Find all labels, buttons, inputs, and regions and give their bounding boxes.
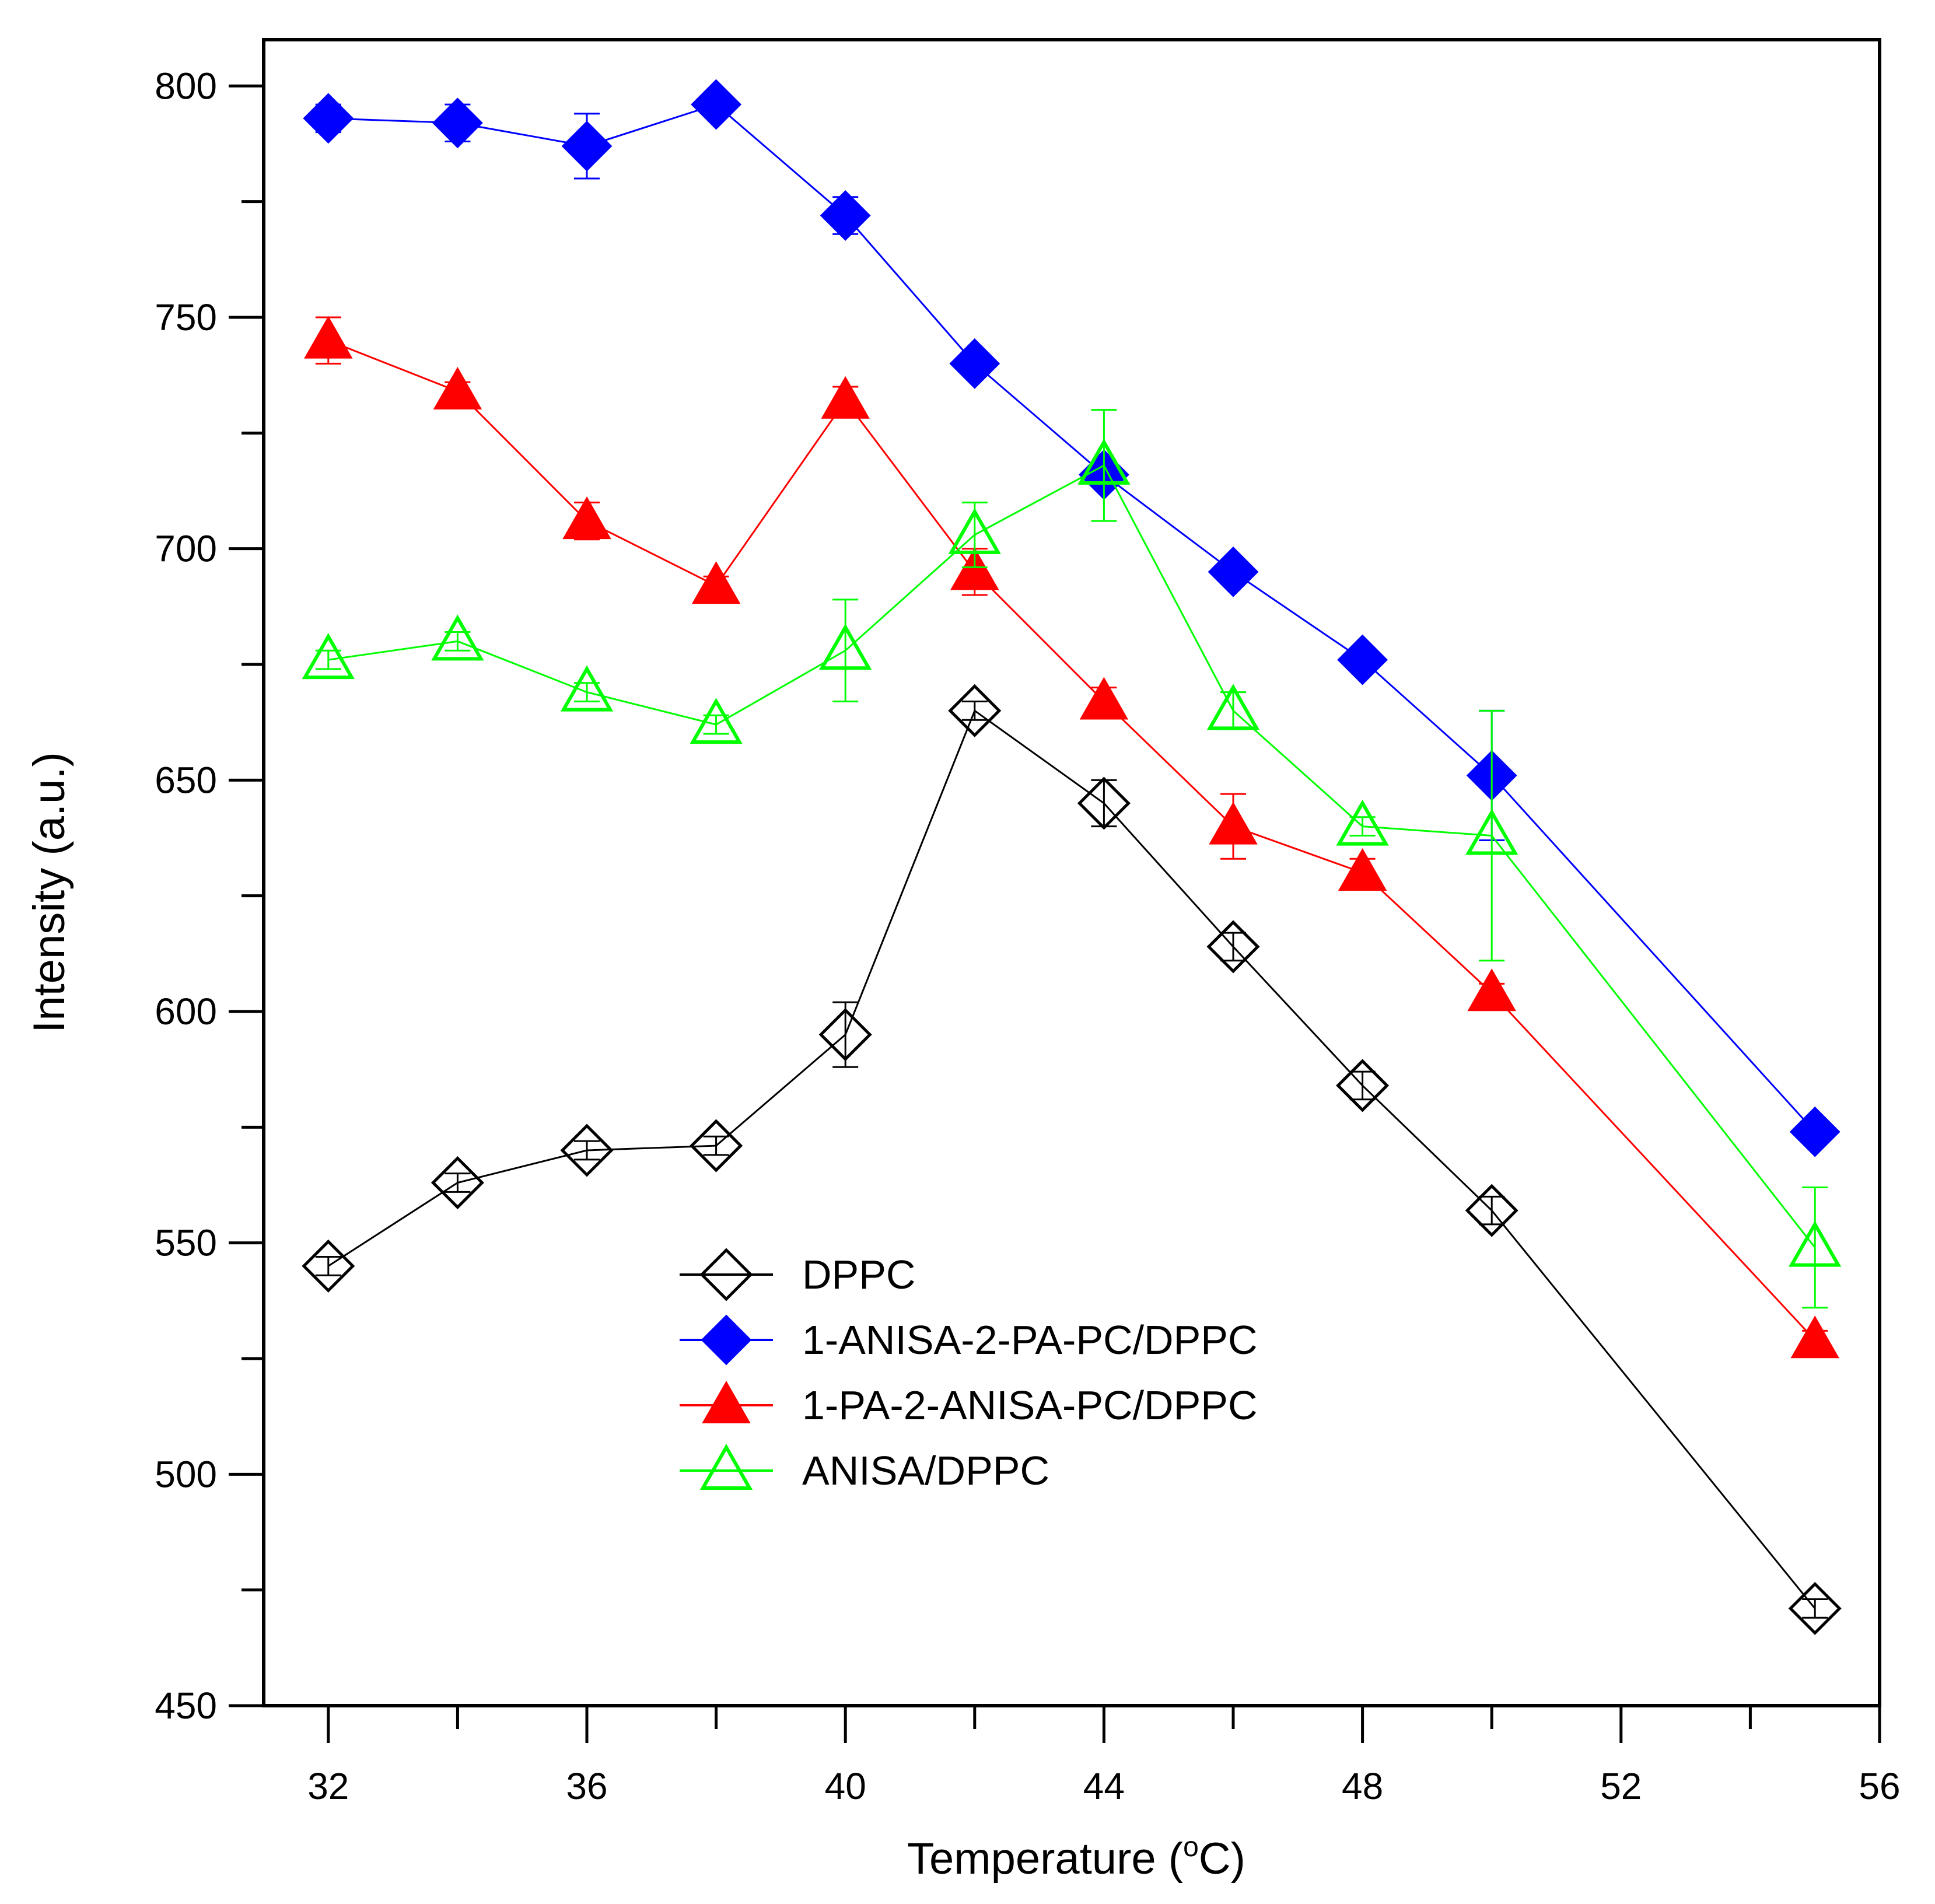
data-point	[560, 1124, 614, 1177]
data-point	[304, 316, 353, 359]
data-point	[819, 624, 872, 670]
data-point	[562, 496, 611, 540]
data-point	[303, 93, 354, 144]
y-tick-label: 600	[155, 991, 217, 1032]
legend-item-1: 1-ANISA-2-PA-PC/DPPC	[680, 1314, 1258, 1366]
legend-item-0: DPPC	[680, 1248, 915, 1301]
data-point	[1208, 546, 1259, 597]
x-tick-label: 48	[1342, 1765, 1383, 1807]
data-point	[820, 190, 871, 241]
x-axis-title-end: C)	[1199, 1834, 1245, 1884]
series-3	[302, 409, 1842, 1309]
y-tick-label: 500	[155, 1453, 217, 1495]
data-point	[1336, 1059, 1390, 1112]
data-point	[1209, 802, 1258, 845]
x-axis-title-main: Temperature (	[907, 1834, 1183, 1884]
data-point	[1467, 968, 1516, 1012]
x-axis-title-superscript: o	[1183, 1832, 1199, 1863]
legend: DPPC 1-ANISA-2-PA-PC/DPPC 1-PA-2-ANISA-PC/…	[680, 1248, 1258, 1493]
x-tick-label: 32	[307, 1765, 349, 1807]
data-point	[1077, 438, 1131, 485]
series-line	[328, 103, 1816, 1133]
series-group	[302, 79, 1842, 1635]
x-tick-label: 44	[1083, 1765, 1125, 1807]
data-point	[302, 633, 355, 680]
legend-label: 1-ANISA-2-PA-PC/DPPC	[802, 1317, 1258, 1363]
legend-marker	[699, 1443, 753, 1490]
data-point	[433, 366, 482, 410]
data-point	[691, 79, 742, 130]
y-axis-title: Intensity (a.u.)	[25, 752, 74, 1033]
legend-marker	[699, 1248, 753, 1301]
legend-label: ANISA/DPPC	[802, 1448, 1049, 1493]
legend-marker	[701, 1314, 752, 1366]
legend-item-2: 1-PA-2-ANISA-PC/DPPC	[680, 1380, 1258, 1428]
y-tick-label: 800	[155, 65, 217, 107]
data-point	[1206, 920, 1260, 974]
data-point	[818, 1008, 872, 1062]
data-point	[1338, 848, 1387, 891]
data-point	[821, 376, 870, 419]
series-line	[328, 464, 1816, 1248]
series-2	[304, 316, 1839, 1359]
data-point	[432, 97, 483, 149]
data-point	[1337, 634, 1388, 685]
legend-marker	[702, 1380, 751, 1423]
x-tick-label: 56	[1859, 1765, 1900, 1807]
data-point	[1789, 1220, 1842, 1267]
data-point	[691, 561, 741, 604]
series-0	[302, 684, 1842, 1635]
data-point	[1336, 799, 1389, 846]
data-point	[948, 684, 1002, 737]
legend-item-3: ANISA/DPPC	[680, 1443, 1049, 1493]
y-tick-label: 750	[155, 296, 217, 338]
data-point	[1206, 684, 1260, 730]
data-point	[1077, 776, 1131, 830]
data-point	[690, 1119, 743, 1172]
data-point	[431, 614, 484, 661]
y-tick-label: 650	[155, 759, 217, 801]
data-point	[1079, 677, 1129, 720]
y-tick-label: 550	[155, 1222, 217, 1264]
series-1	[303, 79, 1840, 1157]
legend-label: 1-PA-2-ANISA-PC/DPPC	[802, 1382, 1258, 1428]
series-line	[327, 709, 1816, 1609]
data-point	[948, 508, 1001, 554]
tick-labels: 450 500 550 600 650 700 750 800 32 36 40 44 48 52 56	[155, 65, 1900, 1807]
data-point	[302, 1239, 355, 1293]
data-point	[431, 1156, 484, 1210]
data-point	[561, 121, 613, 172]
x-tick-label: 52	[1600, 1765, 1642, 1807]
data-point	[950, 547, 999, 590]
x-tick-label: 40	[825, 1765, 866, 1807]
x-axis-title: Temperature (oC)	[907, 1832, 1245, 1884]
data-point	[949, 338, 1000, 389]
data-point	[1789, 1106, 1840, 1157]
y-tick-label: 700	[155, 528, 217, 570]
axis-ticks	[229, 84, 1881, 1743]
series-line	[328, 340, 1816, 1341]
legend-label: DPPC	[802, 1252, 915, 1297]
x-tick-label: 36	[566, 1765, 607, 1807]
data-point	[1790, 1315, 1839, 1359]
data-point	[560, 665, 614, 712]
plot-frame	[262, 38, 1881, 1707]
data-point	[1465, 1184, 1518, 1237]
data-point	[690, 698, 743, 744]
data-point	[1465, 808, 1518, 855]
y-tick-label: 450	[155, 1685, 217, 1727]
data-point	[1788, 1581, 1842, 1635]
